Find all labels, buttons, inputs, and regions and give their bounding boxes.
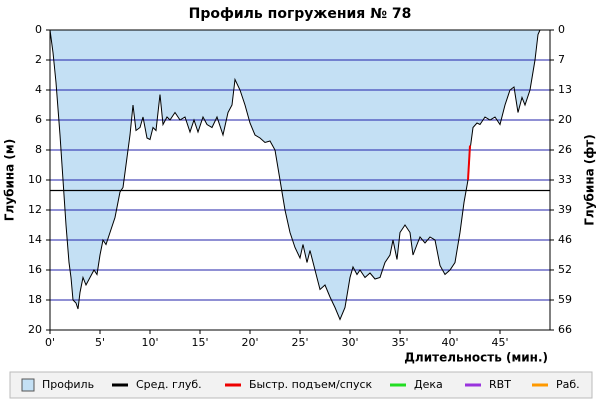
y-tick-label: 20 bbox=[28, 323, 42, 336]
profile-area bbox=[50, 30, 540, 320]
y-tick-label: 16 bbox=[28, 263, 42, 276]
y-tick-label: 14 bbox=[28, 233, 42, 246]
y-tick-label: 6 bbox=[35, 113, 42, 126]
plot-border bbox=[49, 29, 551, 331]
y2-tick-label: 59 bbox=[558, 293, 572, 306]
y2-tick-label: 20 bbox=[558, 113, 572, 126]
y-tick-label: 12 bbox=[28, 203, 42, 216]
x-tick-label: 20' bbox=[241, 336, 258, 349]
profile-line bbox=[49, 29, 541, 321]
legend-label: Сред. глуб. bbox=[136, 378, 202, 391]
x-tick-label: 25' bbox=[291, 336, 308, 349]
x-tick-label: 40' bbox=[441, 336, 458, 349]
y2-tick-label: 66 bbox=[558, 323, 572, 336]
x-tick-label: 30' bbox=[341, 336, 358, 349]
legend-box bbox=[9, 371, 593, 399]
y-tick-label: 0 bbox=[35, 23, 42, 36]
y2-tick-label: 33 bbox=[558, 173, 572, 186]
y-tick-label: 4 bbox=[35, 83, 42, 96]
y-tick-label: 18 bbox=[28, 293, 42, 306]
y2-tick-label: 13 bbox=[558, 83, 572, 96]
x-tick-label: 0' bbox=[45, 336, 55, 349]
legend-label: RBT bbox=[489, 378, 511, 391]
y2-tick-label: 26 bbox=[558, 143, 572, 156]
y-axis-label: Глубина (м) bbox=[3, 139, 17, 221]
y2-axis-label: Глубина (фт) bbox=[583, 134, 597, 225]
x-tick-label: 5' bbox=[95, 336, 105, 349]
legend-label: Быстр. подъем/спуск bbox=[249, 378, 373, 391]
segment-line bbox=[467, 145, 471, 181]
y-tick-label: 8 bbox=[35, 143, 42, 156]
legend-swatch bbox=[21, 378, 35, 392]
y2-tick-label: 0 bbox=[558, 23, 565, 36]
x-tick-label: 45' bbox=[491, 336, 508, 349]
y2-tick-label: 7 bbox=[558, 53, 565, 66]
y-tick-label: 2 bbox=[35, 53, 42, 66]
legend-label: Профиль bbox=[42, 378, 94, 391]
y2-tick-label: 52 bbox=[558, 263, 572, 276]
y2-tick-label: 46 bbox=[558, 233, 572, 246]
x-tick-label: 15' bbox=[191, 336, 208, 349]
y-tick-label: 10 bbox=[28, 173, 42, 186]
x-tick-label: 35' bbox=[391, 336, 408, 349]
x-tick-label: 10' bbox=[141, 336, 158, 349]
y2-tick-label: 39 bbox=[558, 203, 572, 216]
legend-label: Раб. bbox=[556, 378, 580, 391]
legend-label: Дека bbox=[414, 378, 443, 391]
chart-title: Профиль погружения № 78 bbox=[189, 6, 412, 22]
x-axis-label: Длительность (мин.) bbox=[404, 351, 548, 365]
